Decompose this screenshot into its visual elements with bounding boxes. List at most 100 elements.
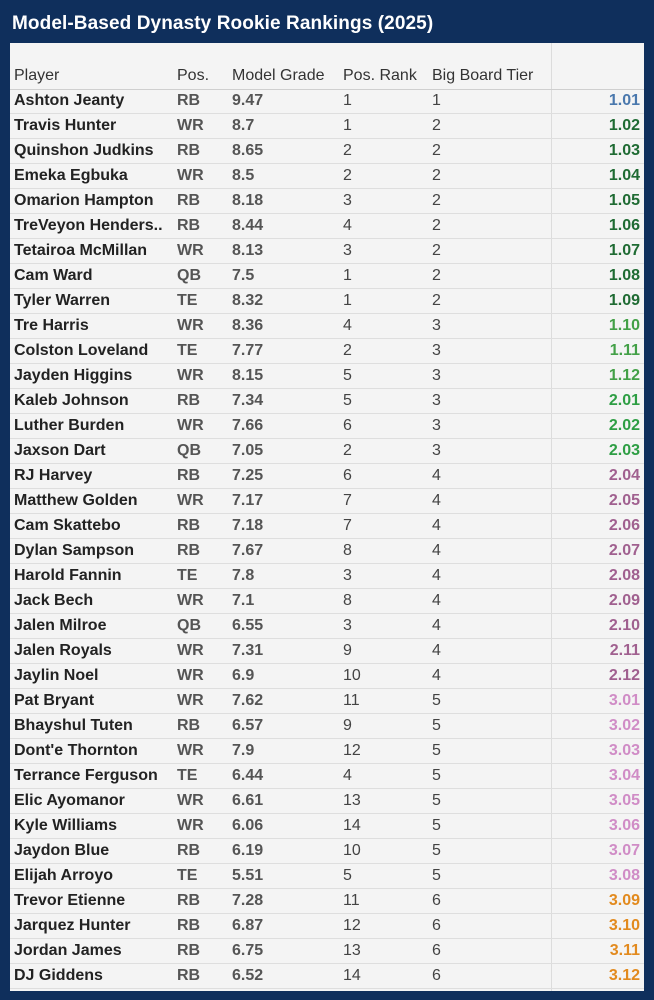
player-name: Jordan James — [14, 942, 122, 959]
player-position: RB — [177, 142, 201, 159]
table-row: Terrance Ferguson TE 6.44 4 5 3.04 — [10, 764, 644, 789]
table-row: TreVeyon Henders.. RB 8.44 4 2 1.06 — [10, 214, 644, 239]
draft-pick: 1.12 — [608, 367, 640, 384]
model-grade: 8.5 — [232, 167, 255, 184]
model-grade: 8.36 — [232, 317, 264, 334]
big-board-tier: 4 — [432, 667, 441, 684]
draft-pick: 3.07 — [608, 842, 640, 859]
player-position: RB — [177, 467, 201, 484]
position-rank: 3 — [343, 567, 352, 584]
player-position: TE — [177, 867, 198, 884]
player-name: Jayden Higgins — [14, 367, 133, 384]
table-body: Ashton Jeanty RB 9.47 1 1 1.01 Travis Hunter WR… — [10, 89, 644, 989]
player-name: Elijah Arroyo — [14, 867, 113, 884]
table-row: Kaleb Johnson RB 7.34 5 3 2.01 — [10, 389, 644, 414]
player-position: RB — [177, 842, 201, 859]
table-row: Matthew Golden WR 7.17 7 4 2.05 — [10, 489, 644, 514]
player-position: WR — [177, 742, 204, 759]
big-board-tier: 3 — [432, 442, 441, 459]
player-name: Jalen Milroe — [14, 617, 107, 634]
player-name: Cam Ward — [14, 267, 93, 284]
big-board-tier: 4 — [432, 617, 441, 634]
big-board-tier: 3 — [432, 342, 441, 359]
model-grade: 7.77 — [232, 342, 264, 359]
model-grade: 7.8 — [232, 567, 255, 584]
player-name: TreVeyon Henders.. — [14, 217, 163, 234]
table-row: Harold Fannin TE 7.8 3 4 2.08 — [10, 564, 644, 589]
big-board-tier: 6 — [432, 892, 441, 909]
player-position: TE — [177, 342, 198, 359]
big-board-tier: 4 — [432, 542, 441, 559]
big-board-tier: 2 — [432, 217, 441, 234]
draft-pick: 1.09 — [608, 292, 640, 309]
player-position: TE — [177, 567, 198, 584]
position-rank: 10 — [343, 842, 361, 859]
model-grade: 6.06 — [232, 817, 264, 834]
player-name: Jaxson Dart — [14, 442, 106, 459]
model-grade: 6.75 — [232, 942, 264, 959]
player-position: WR — [177, 692, 204, 709]
big-board-tier: 3 — [432, 317, 441, 334]
player-name: Travis Hunter — [14, 117, 117, 134]
player-position: WR — [177, 417, 204, 434]
position-rank: 11 — [343, 892, 360, 909]
position-rank: 7 — [343, 517, 352, 534]
position-rank: 12 — [343, 917, 361, 934]
draft-pick: 1.05 — [608, 192, 640, 209]
big-board-tier: 4 — [432, 642, 441, 659]
player-position: QB — [177, 267, 201, 284]
draft-pick: 3.04 — [608, 767, 640, 784]
table-row: DJ Giddens RB 6.52 14 6 3.12 — [10, 964, 644, 989]
model-grade: 8.18 — [232, 192, 264, 209]
table-row: Pat Bryant WR 7.62 11 5 3.01 — [10, 689, 644, 714]
player-position: RB — [177, 392, 201, 409]
player-name: Jaydon Blue — [14, 842, 110, 859]
table-row: Jaylin Noel WR 6.9 10 4 2.12 — [10, 664, 644, 689]
draft-pick: 2.06 — [608, 517, 640, 534]
model-grade: 7.31 — [232, 642, 264, 659]
draft-pick: 2.10 — [608, 617, 640, 634]
position-rank: 4 — [343, 317, 352, 334]
table-row: Elijah Arroyo TE 5.51 5 5 3.08 — [10, 864, 644, 889]
player-name: Bhayshul Tuten — [14, 717, 133, 734]
big-board-tier: 5 — [432, 717, 441, 734]
position-rank: 3 — [343, 617, 352, 634]
table-row: Jaydon Blue RB 6.19 10 5 3.07 — [10, 839, 644, 864]
model-grade: 7.05 — [232, 442, 264, 459]
table-row: Cam Ward QB 7.5 1 2 1.08 — [10, 264, 644, 289]
player-position: QB — [177, 442, 201, 459]
position-rank: 11 — [343, 692, 360, 709]
table-row: Elic Ayomanor WR 6.61 13 5 3.05 — [10, 789, 644, 814]
big-board-tier: 6 — [432, 967, 441, 984]
big-board-tier: 2 — [432, 292, 441, 309]
position-rank: 12 — [343, 742, 361, 759]
big-board-tier: 3 — [432, 417, 441, 434]
draft-pick: 1.04 — [608, 167, 640, 184]
table-row: Kyle Williams WR 6.06 14 5 3.06 — [10, 814, 644, 839]
player-name: Matthew Golden — [14, 492, 138, 509]
player-position: WR — [177, 642, 204, 659]
big-board-tier: 4 — [432, 567, 441, 584]
model-grade: 8.13 — [232, 242, 264, 259]
draft-pick: 2.01 — [608, 392, 640, 409]
table-row: RJ Harvey RB 7.25 6 4 2.04 — [10, 464, 644, 489]
player-position: WR — [177, 492, 204, 509]
player-position: RB — [177, 192, 201, 209]
table-row: Ashton Jeanty RB 9.47 1 1 1.01 — [10, 89, 644, 114]
model-grade: 8.15 — [232, 367, 264, 384]
draft-pick: 3.02 — [608, 717, 640, 734]
table-row: Tyler Warren TE 8.32 1 2 1.09 — [10, 289, 644, 314]
player-name: Cam Skattebo — [14, 517, 121, 534]
header-pos-rank: Pos. Rank — [343, 67, 417, 84]
position-rank: 4 — [343, 217, 352, 234]
draft-pick: 2.09 — [608, 592, 640, 609]
player-position: WR — [177, 117, 204, 134]
player-name: Tyler Warren — [14, 292, 111, 309]
pick-column-divider — [551, 43, 552, 991]
draft-pick: 3.09 — [608, 892, 640, 909]
player-name: Kaleb Johnson — [14, 392, 129, 409]
draft-pick: 3.03 — [608, 742, 640, 759]
big-board-tier: 3 — [432, 392, 441, 409]
position-rank: 14 — [343, 817, 361, 834]
player-position: TE — [177, 767, 198, 784]
